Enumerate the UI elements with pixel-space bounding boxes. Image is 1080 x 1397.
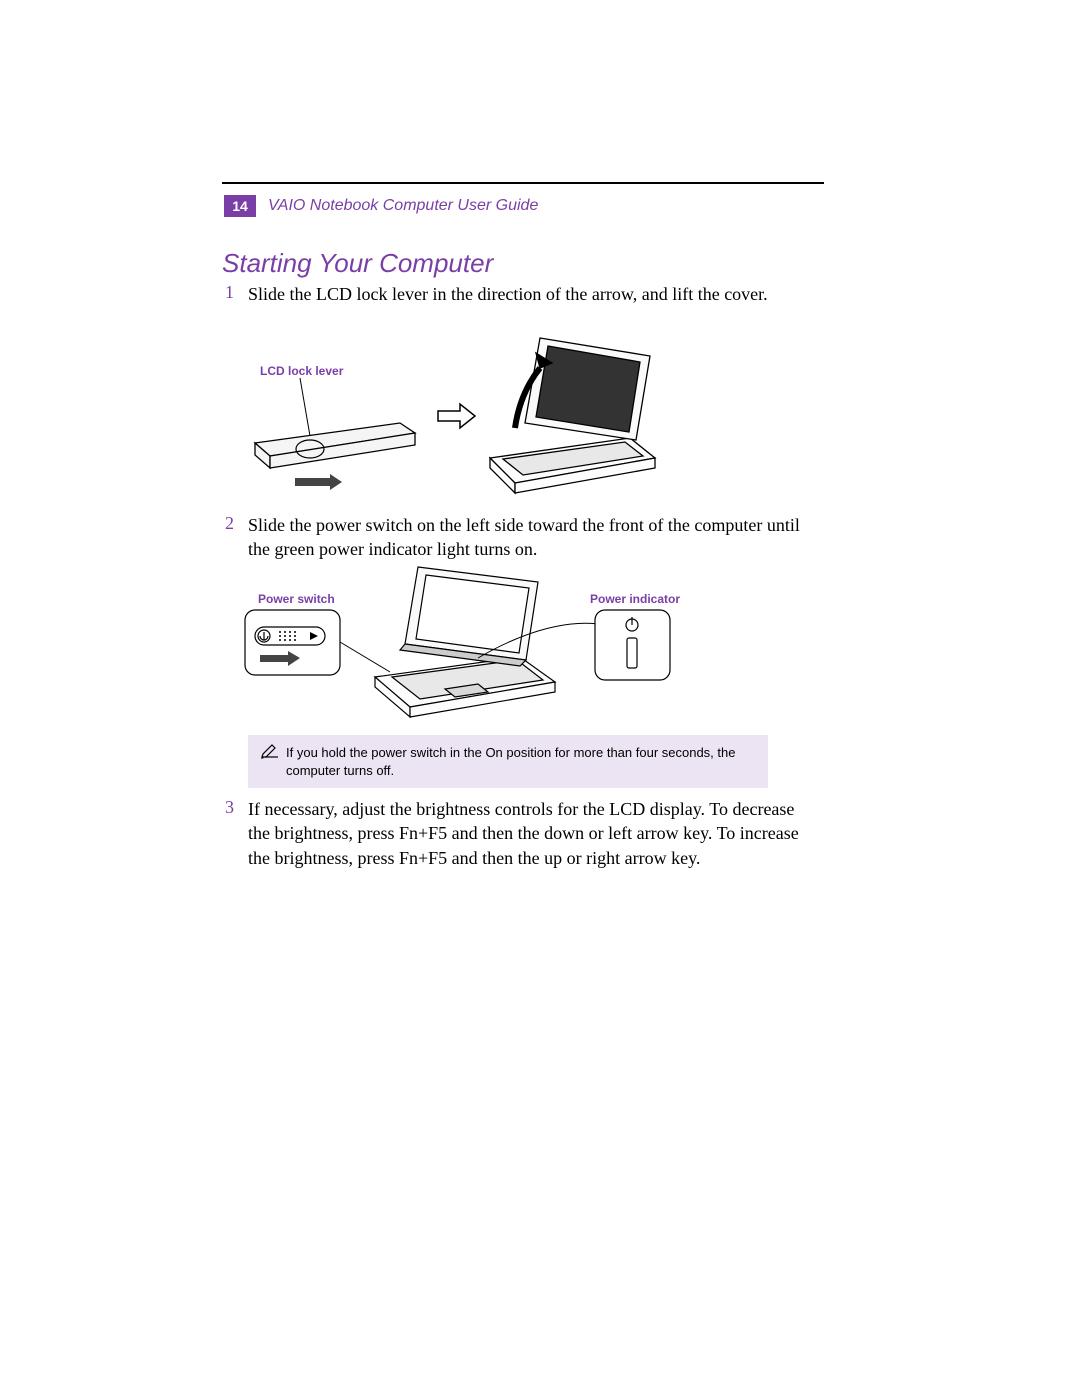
figure-power-switch: Power switch Power indicator bbox=[240, 562, 720, 722]
note-box: If you hold the power switch in the On p… bbox=[248, 735, 768, 788]
note-pencil-icon bbox=[260, 744, 282, 765]
figure1-svg bbox=[240, 328, 720, 508]
step-number-3: 3 bbox=[225, 797, 245, 818]
step-text-3: If necessary, adjust the brightness cont… bbox=[248, 797, 808, 870]
section-title: Starting Your Computer bbox=[222, 248, 493, 279]
page: 14 VAIO Notebook Computer User Guide Sta… bbox=[0, 0, 1080, 1397]
note-text: If you hold the power switch in the On p… bbox=[286, 744, 756, 779]
step-number-2: 2 bbox=[225, 513, 245, 534]
step-number-1: 1 bbox=[225, 282, 245, 303]
page-number-badge: 14 bbox=[224, 195, 256, 217]
header-rule bbox=[222, 182, 824, 184]
running-header-title: VAIO Notebook Computer User Guide bbox=[268, 197, 538, 215]
figure2-svg bbox=[240, 562, 720, 722]
step-text-2: Slide the power switch on the left side … bbox=[248, 513, 808, 562]
figure-open-lid: LCD lock lever bbox=[240, 328, 720, 508]
step-text-1: Slide the LCD lock lever in the directio… bbox=[248, 282, 808, 306]
